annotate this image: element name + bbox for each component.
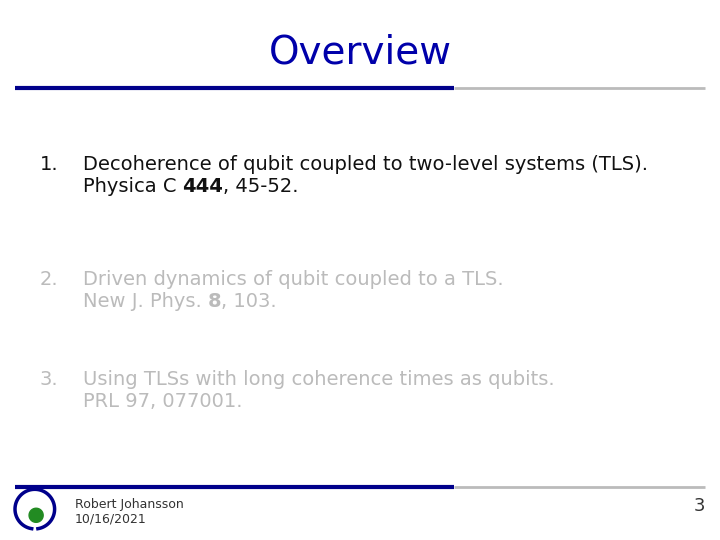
Text: Physica C: Physica C bbox=[83, 177, 183, 196]
Text: , 103.: , 103. bbox=[222, 292, 277, 311]
Text: 1.: 1. bbox=[40, 155, 58, 174]
Text: 8: 8 bbox=[208, 292, 222, 311]
Text: Overview: Overview bbox=[269, 33, 451, 71]
Text: 444: 444 bbox=[183, 177, 223, 196]
Text: Driven dynamics of qubit coupled to a TLS.: Driven dynamics of qubit coupled to a TL… bbox=[83, 270, 503, 289]
Text: Using TLSs with long coherence times as qubits.: Using TLSs with long coherence times as … bbox=[83, 370, 554, 389]
Text: PRL 97, 077001.: PRL 97, 077001. bbox=[83, 392, 243, 411]
Text: 3.: 3. bbox=[40, 370, 58, 389]
Text: Decoherence of qubit coupled to two-level systems (TLS).: Decoherence of qubit coupled to two-leve… bbox=[83, 155, 648, 174]
Text: Robert Johansson: Robert Johansson bbox=[75, 498, 184, 511]
Polygon shape bbox=[29, 508, 43, 522]
Text: 2.: 2. bbox=[40, 270, 58, 289]
Text: , 45-52.: , 45-52. bbox=[223, 177, 299, 196]
Text: New J. Phys.: New J. Phys. bbox=[83, 292, 208, 311]
Text: 3: 3 bbox=[693, 497, 705, 515]
Text: 10/16/2021: 10/16/2021 bbox=[75, 512, 147, 525]
